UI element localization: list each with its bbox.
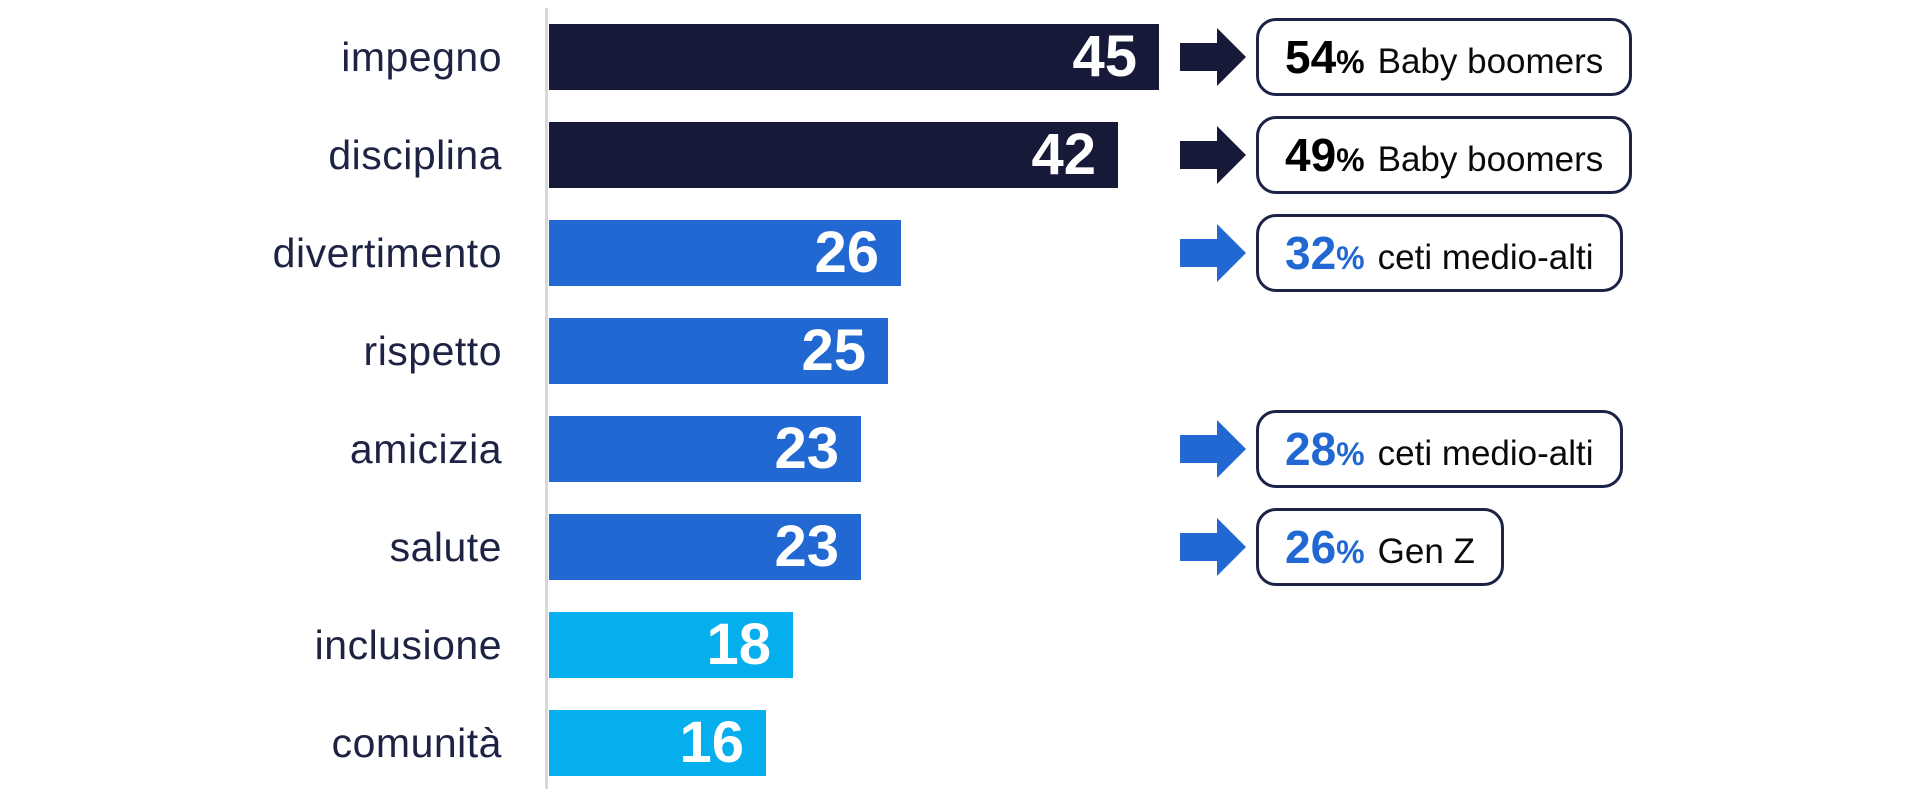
category-label: comunità [331,719,502,766]
bar-row-disciplina: disciplina 42 49% Baby boomers [0,106,1920,204]
bar: 45 [549,24,1159,90]
arrow-right-icon [1180,224,1246,282]
bar: 23 [549,514,861,580]
bar-value-label: 42 [1031,122,1096,187]
bar-row-salute: salute 23 26% Gen Z [0,498,1920,596]
callout-divertimento: 32% ceti medio-alti [1180,204,1623,302]
category-label: rispetto [363,327,502,374]
callout-box: 26% Gen Z [1256,508,1504,586]
percent-sign: % [1336,436,1365,472]
bar-row-amicizia: amicizia 23 28% ceti medio-alti [0,400,1920,498]
callout-disciplina: 49% Baby boomers [1180,106,1633,204]
callout-amicizia: 28% ceti medio-alti [1180,400,1623,498]
category-label: inclusione [314,621,502,668]
callout-percent: 26 [1285,521,1337,573]
bar-row-rispetto: rispetto 25 [0,302,1920,400]
category-label: disciplina [328,131,502,178]
bar-value-label: 23 [774,514,839,579]
callout-box: 54% Baby boomers [1256,18,1633,96]
bar-value-label: 18 [706,612,771,677]
callout-label: Baby boomers [1377,140,1604,179]
callout-percent: 49 [1285,129,1337,181]
callout-label: ceti medio-alti [1377,238,1594,277]
bar-value-label: 23 [774,416,839,481]
callout-box: 32% ceti medio-alti [1256,214,1623,292]
bar: 25 [549,318,888,384]
bar-value-label: 45 [1072,24,1137,89]
bar-value-label: 16 [679,710,744,775]
percent-sign: % [1336,44,1365,80]
chart-rows: impegno 45 54% Baby boomers disciplina 42… [0,8,1920,789]
bar-row-divertimento: divertimento 26 32% ceti medio-alti [0,204,1920,302]
arrow-right-icon [1180,28,1246,86]
bar-value-label: 25 [801,318,866,383]
bar-row-impegno: impegno 45 54% Baby boomers [0,8,1920,106]
y-axis-line [545,8,548,789]
percent-sign: % [1336,534,1365,570]
bar: 26 [549,220,901,286]
arrow-right-icon [1180,420,1246,478]
category-label: impegno [341,33,502,80]
category-label: salute [389,523,502,570]
bar-row-inclusione: inclusione 18 [0,596,1920,694]
arrow-right-icon [1180,518,1246,576]
bar-row-comunita: comunità 16 [0,694,1920,789]
callout-box: 49% Baby boomers [1256,116,1633,194]
percent-sign: % [1336,142,1365,178]
callout-label: Gen Z [1377,532,1475,571]
callout-label: Baby boomers [1377,42,1604,81]
bar: 23 [549,416,861,482]
callout-percent: 32 [1285,227,1337,279]
bar: 16 [549,710,766,776]
callout-salute: 26% Gen Z [1180,498,1504,596]
callout-percent: 54 [1285,31,1337,83]
bar-value-label: 26 [814,220,879,285]
callout-percent: 28 [1285,423,1337,475]
bar: 18 [549,612,793,678]
category-label: divertimento [272,229,502,276]
callout-label: ceti medio-alti [1377,434,1594,473]
bar: 42 [549,122,1118,188]
arrow-right-icon [1180,126,1246,184]
callout-box: 28% ceti medio-alti [1256,410,1623,488]
callout-impegno: 54% Baby boomers [1180,8,1633,106]
category-label: amicizia [349,425,502,472]
percent-sign: % [1336,240,1365,276]
